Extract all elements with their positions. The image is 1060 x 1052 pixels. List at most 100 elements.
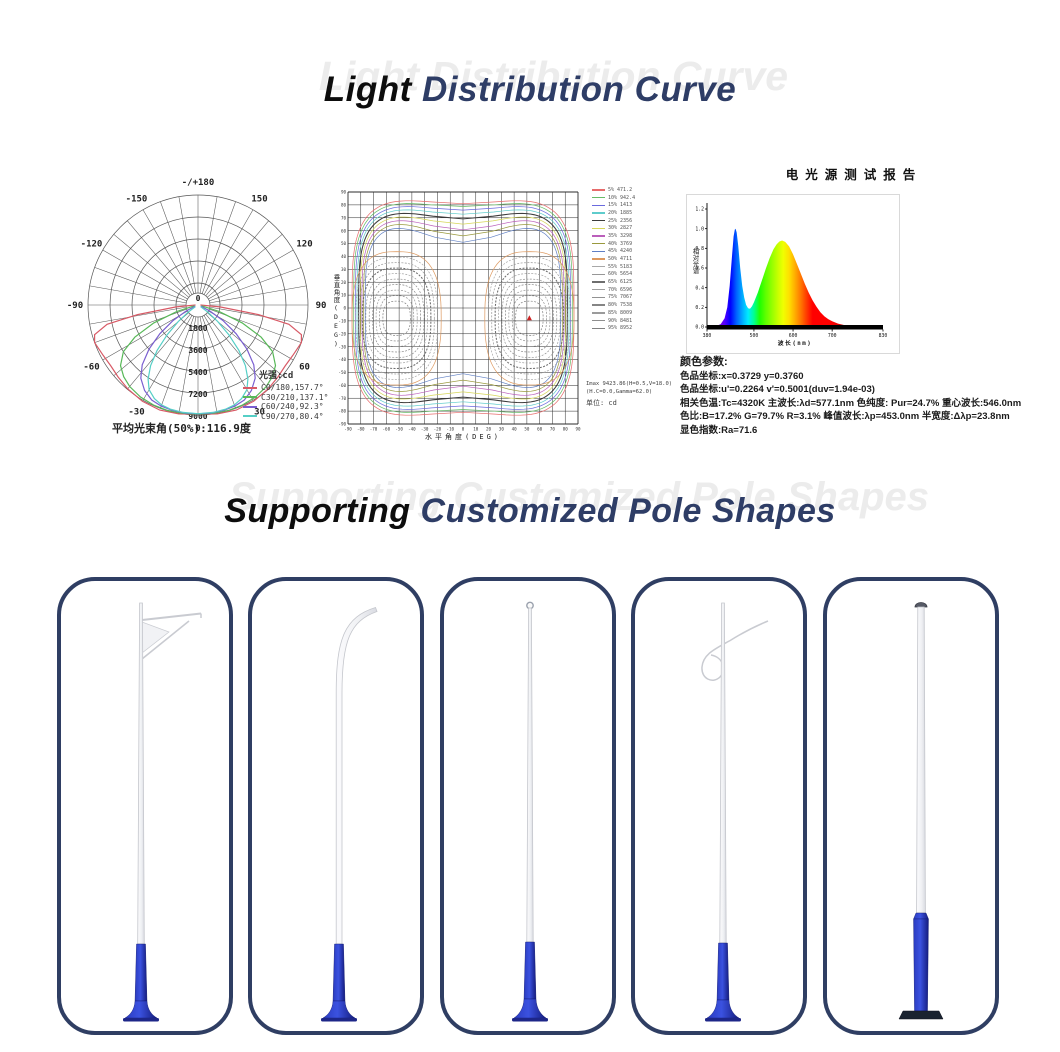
svg-text:40: 40 — [512, 427, 518, 432]
contour-legend-entry: 70% 6596 — [592, 286, 635, 294]
contour-legend-swatch — [592, 242, 605, 245]
svg-text:-60: -60 — [383, 427, 391, 432]
svg-text:-70: -70 — [338, 396, 346, 401]
contour-legend-label: 65% 6125 — [608, 279, 633, 286]
pole-shapes-title: Supporting Customized Pole Shapes Suppor… — [0, 475, 1060, 564]
svg-text:-60: -60 — [338, 383, 346, 388]
contour-legend-swatch — [592, 327, 605, 329]
pole-shapes-row — [0, 577, 1060, 1035]
legend-label: C0/180,157.7° — [261, 383, 324, 393]
contour-legend-swatch — [592, 219, 605, 222]
svg-text:5400: 5400 — [188, 368, 207, 377]
contour-legend-swatch — [592, 266, 605, 268]
contour-legend-entry: 25% 2356 — [592, 217, 635, 225]
contour-legend-label: 25% 2356 — [608, 217, 633, 224]
contour-x-axis-label: 水平角度(DEG) — [424, 433, 502, 441]
legend-label: C90/270,80.4° — [261, 411, 324, 421]
legend-entry: C60/240,92.3° — [243, 402, 328, 412]
page-title: Light Distribution Curve — [323, 70, 737, 109]
svg-text:380: 380 — [703, 333, 712, 339]
svg-text:20: 20 — [486, 427, 492, 432]
contour-notes: Imax 9423.86(H=0.5,V=18.0) (H.C=0.0,Gamm… — [586, 380, 672, 407]
svg-text:0.0: 0.0 — [695, 325, 704, 331]
pole-card-single-arm — [57, 577, 233, 1035]
contour-legend-entry: 5% 471.2 — [592, 186, 635, 194]
svg-text:90: 90 — [575, 427, 581, 432]
svg-text:-20: -20 — [434, 427, 442, 432]
svg-text:-80: -80 — [357, 427, 365, 432]
contour-legend-swatch — [592, 258, 605, 260]
contour-legend-entry: 85% 8009 — [592, 309, 635, 317]
scroll-arm-pole-illustration — [701, 602, 769, 1022]
svg-text:500: 500 — [750, 333, 759, 339]
svg-text:90: 90 — [341, 190, 347, 195]
color-parameter-line: 色比:B=17.2% G=79.7% R=3.1% 峰值波长:λp=453.0n… — [680, 411, 1010, 422]
color-parameters-block: 颜色参数: 色品坐标:x=0.3729 y=0.3760 色品坐标:u'=0.2… — [680, 356, 1021, 437]
contour-legend-swatch — [592, 296, 605, 299]
contour-legend-swatch — [592, 289, 605, 291]
contour-legend: 5% 471.2 10% 942.4 15% 1413 20% 1885 25% 235… — [592, 186, 635, 332]
light-distribution-title: Light Distribution Curve Light Distribut… — [0, 53, 1060, 142]
svg-text:-40: -40 — [338, 357, 346, 362]
svg-text:1800: 1800 — [188, 324, 207, 333]
svg-text:-70: -70 — [370, 427, 378, 432]
contour-legend-swatch — [592, 304, 605, 306]
isocandela-contour-chart: -90 -90 -80 -80 -70 -70 -60 -60 -50 -50 -40 -40 -30-… — [330, 182, 672, 454]
contour-legend-label: 80% 7538 — [608, 302, 633, 309]
contour-legend-swatch — [592, 227, 605, 229]
svg-text:-80: -80 — [338, 409, 346, 414]
svg-text:9000: 9000 — [188, 412, 207, 421]
contour-legend-entry: 65% 6125 — [592, 278, 635, 286]
legend-rows: C0/180,157.7° C30/210,137.1° C60/240,92.3°… — [243, 383, 328, 421]
svg-text:90: 90 — [316, 301, 327, 311]
svg-text:60: 60 — [341, 228, 347, 233]
svg-text:60: 60 — [537, 427, 543, 432]
legend-title: 光强:cd — [259, 371, 294, 381]
svg-text:50: 50 — [341, 241, 347, 246]
svg-text:0: 0 — [343, 306, 346, 311]
contour-legend-entry: 10% 942.4 — [592, 194, 635, 202]
contour-legend-entry: 50% 4711 — [592, 255, 635, 263]
contour-legend-swatch — [592, 281, 605, 283]
contour-legend-entry: 55% 5183 — [592, 263, 635, 271]
contour-legend-swatch — [592, 212, 605, 214]
svg-text:波长(nm): 波长(nm) — [778, 339, 813, 347]
spectrum-chart-svg: 0.0 0.2 0.4 0.6 0.8 1.0 1.2 380 500 600 700 830 波长(n… — [686, 194, 900, 354]
contour-legend-swatch — [592, 319, 605, 322]
color-parameter-line: 相关色温:Tc=4320K 主波长:λd=577.1nm 色纯度: Pur=24… — [680, 397, 1022, 409]
contour-legend-label: 30% 2827 — [608, 225, 633, 232]
contour-legend-swatch — [592, 204, 605, 206]
straight-pole-illustration — [512, 601, 548, 1022]
report-title: 电光源测试报告 — [785, 168, 923, 182]
svg-text:-/+180: -/+180 — [182, 178, 215, 188]
svg-text:-30: -30 — [421, 427, 429, 432]
contour-legend-label: 20% 1885 — [608, 209, 633, 216]
contour-legend-swatch — [592, 312, 605, 314]
beam-angle-caption: 平均光束角(50%):116.9度 — [112, 422, 251, 435]
svg-text:80: 80 — [341, 202, 347, 207]
contour-legend-label: 85% 8009 — [608, 309, 633, 316]
color-parameter-line: 色品坐标:u'=0.2264 v'=0.5001(duv=1.94e-03) — [680, 384, 875, 395]
svg-text:-90: -90 — [67, 301, 83, 311]
contour-legend-label: 90% 8481 — [608, 317, 633, 324]
svg-text:70: 70 — [550, 427, 556, 432]
svg-text:30: 30 — [254, 408, 265, 418]
svg-text:60: 60 — [299, 363, 310, 373]
polar-chart-svg: -/+180 150 120 90 60 30 0 -30 -60 -90 -120 -150 0 180… — [67, 178, 327, 434]
svg-text:-120: -120 — [81, 240, 103, 250]
title-watermark: Supporting Customized Pole Shapes — [228, 475, 930, 519]
pole-card-curved-arm — [248, 577, 424, 1035]
single-arm-pole-illustration — [123, 602, 202, 1022]
contour-legend-entry: 30% 2827 — [592, 224, 635, 232]
color-parameter-line: 颜色参数: — [680, 356, 728, 368]
contour-legend-label: 15% 1413 — [608, 202, 633, 209]
legend-label: C60/240,92.3° — [261, 402, 324, 412]
svg-text:-60: -60 — [83, 363, 99, 373]
polar-light-distribution-chart: -/+180 150 120 90 60 30 0 -30 -60 -90 -120 -150 0 180… — [48, 178, 378, 448]
contour-legend-entry: 80% 7538 — [592, 301, 635, 309]
contour-legend-label: 50% 4711 — [608, 256, 633, 263]
contour-legend-swatch — [592, 273, 605, 276]
contour-legend-label: 55% 5183 — [608, 263, 633, 270]
svg-text:-90: -90 — [344, 427, 352, 432]
